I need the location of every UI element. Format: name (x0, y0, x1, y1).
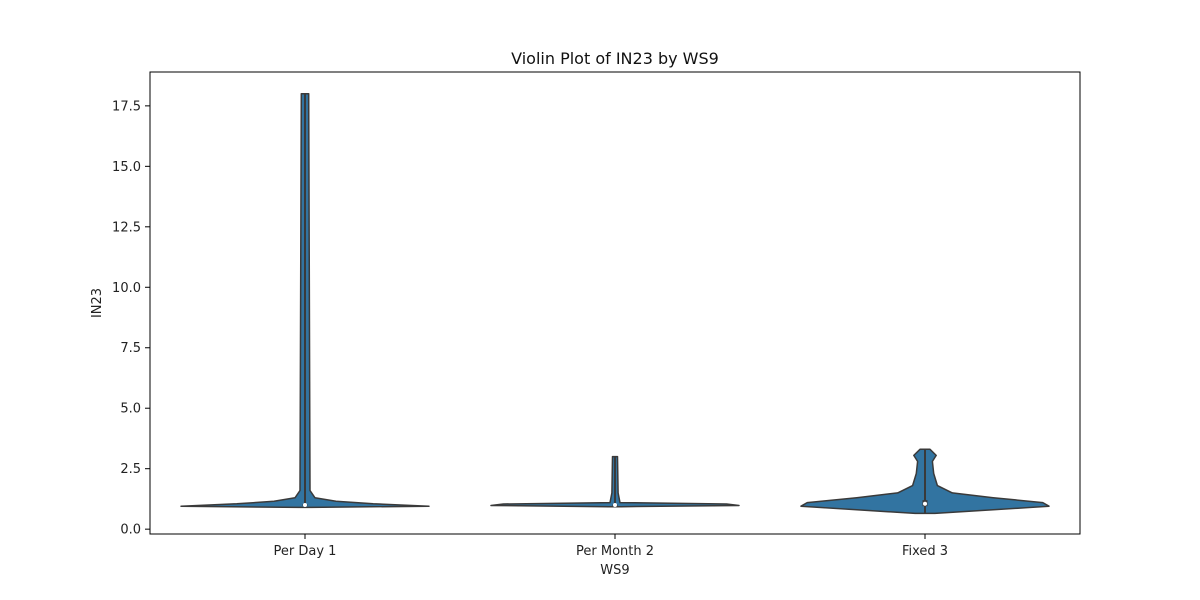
y-tick-label: 15.0 (112, 160, 141, 175)
violin-median (303, 502, 307, 507)
y-tick-label: 2.5 (120, 462, 141, 477)
x-tick-label: Fixed 3 (902, 544, 948, 559)
y-tick-label: 7.5 (120, 341, 141, 356)
y-tick-label: 12.5 (112, 220, 141, 235)
x-axis: Per Day 1 Per Month 2 Fixed 3 (274, 534, 948, 559)
chart-title: Violin Plot of IN23 by WS9 (511, 49, 719, 68)
x-tick-label: Per Month 2 (576, 544, 654, 559)
violin-median (613, 502, 617, 507)
y-tick-label: 5.0 (120, 402, 141, 417)
y-tick-label: 0.0 (120, 523, 141, 538)
x-tick-label: Per Day 1 (274, 544, 337, 559)
violins-group (180, 93, 1050, 515)
y-axis-label: IN23 (90, 288, 105, 318)
violin-median (923, 501, 927, 506)
x-axis-label: WS9 (600, 563, 629, 578)
y-tick-label: 17.5 (112, 99, 141, 114)
y-axis: 0.0 2.5 5.0 7.5 10.0 12.5 15.0 17.5 (112, 99, 150, 538)
y-tick-label: 10.0 (112, 281, 141, 296)
